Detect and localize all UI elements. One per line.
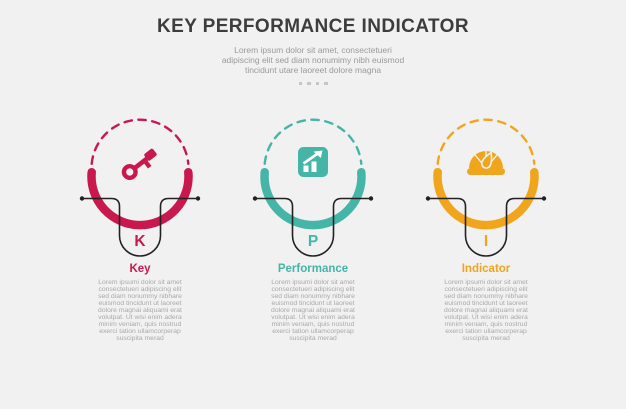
kpi-item-performance: P Performance Lorem ipsumi dolor sit ame… xyxy=(233,118,393,342)
line-end-dot xyxy=(195,196,201,201)
dot xyxy=(315,81,319,86)
solid-arc xyxy=(433,167,539,230)
circle-graphic: I xyxy=(425,118,547,257)
item-heading: Key xyxy=(129,263,151,275)
connector-tube xyxy=(428,197,544,257)
item-letter: I xyxy=(484,233,488,250)
growth-chart-icon xyxy=(298,147,328,177)
dot xyxy=(298,81,302,86)
line-end-dot xyxy=(368,196,374,201)
line-end-dot xyxy=(79,196,85,201)
dot xyxy=(307,81,311,86)
item-description: Lorem ipsumi dolor sit amet consectetuer… xyxy=(444,279,528,342)
header: KEY PERFORMANCE INDICATOR Lorem ipsum do… xyxy=(0,0,626,86)
item-letter: K xyxy=(134,233,146,250)
item-letter: P xyxy=(308,233,318,250)
line-end-dot xyxy=(252,196,258,201)
item-description: Lorem ipsumi dolor sit amet consectetuer… xyxy=(98,279,182,342)
dashed-arc xyxy=(436,118,536,165)
line-end-dot xyxy=(541,196,547,201)
circle-graphic: P xyxy=(252,118,374,257)
solid-arc xyxy=(87,167,193,230)
kpi-item-key: K Key Lorem ipsumi dolor sit amet consec… xyxy=(60,118,220,342)
dashed-arc xyxy=(263,118,363,165)
dashed-arc xyxy=(90,118,190,165)
main-title: KEY PERFORMANCE INDICATOR xyxy=(157,16,469,37)
line-end-dot xyxy=(425,196,431,201)
key-icon xyxy=(121,148,157,181)
connector-tube xyxy=(82,197,198,257)
item-description: Lorem ipsumi dolor sit amet consectetuer… xyxy=(271,279,355,342)
solid-arc xyxy=(260,167,366,230)
item-heading: Indicator xyxy=(461,263,511,275)
dot xyxy=(324,81,328,86)
item-heading: Performance xyxy=(277,263,349,275)
gauge-icon xyxy=(467,150,505,175)
kpi-item-indicator: I Indicator Lorem ipsumi dolor sit amet … xyxy=(406,118,566,342)
divider-dots xyxy=(0,81,626,86)
subtitle: Lorem ipsum dolor sit amet, consectetuer… xyxy=(221,44,405,75)
connector-tube xyxy=(255,197,371,257)
circle-graphic: K xyxy=(79,118,201,257)
